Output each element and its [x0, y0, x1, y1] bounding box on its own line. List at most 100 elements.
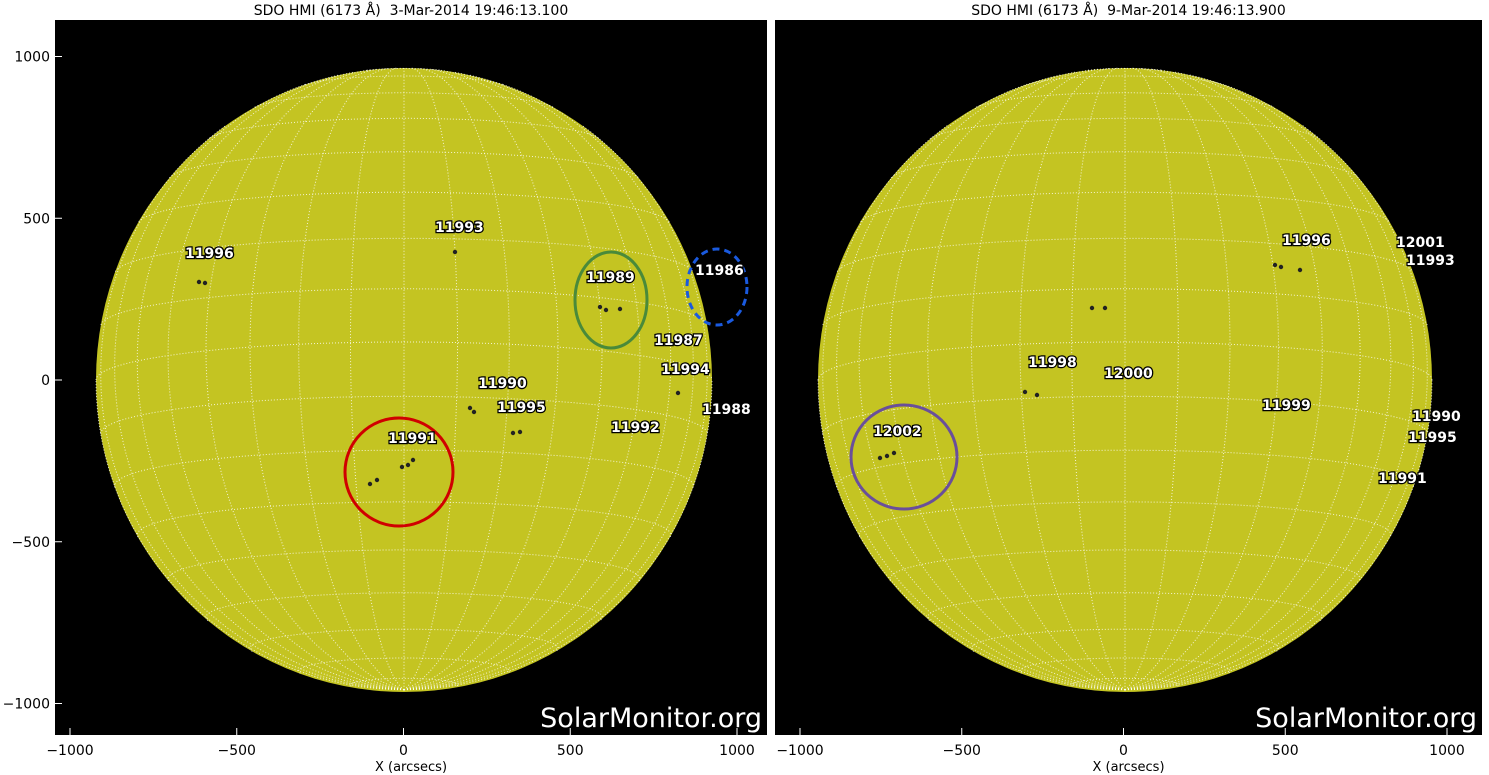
- grid-line: [254, 92, 554, 108]
- sunspot: [675, 390, 681, 396]
- grid-line: [403, 125, 708, 691]
- grid-line: [1087, 67, 1163, 71]
- highlight-circle: [849, 403, 959, 511]
- grid-line: [889, 71, 1126, 691]
- grid-line: [858, 74, 1126, 691]
- region-label: 11989: [586, 270, 635, 286]
- grid-line: [1019, 657, 1231, 674]
- panel-title: SDO HMI (6173 Å) 9-Mar-2014 19:46:13.900: [971, 2, 1285, 19]
- grid-line: [114, 449, 694, 488]
- x-tick-label: −500: [218, 743, 256, 759]
- y-tick-label: −1000: [3, 697, 50, 713]
- sunspot: [196, 279, 202, 285]
- x-axis-label: X (arcsecs): [1092, 760, 1164, 775]
- sunspot: [1089, 305, 1095, 311]
- sunspot: [884, 453, 890, 459]
- grid-line: [1124, 69, 1323, 691]
- region-label: 12002: [873, 424, 922, 440]
- x-tick-label: 500: [1272, 743, 1299, 759]
- region-label: 11996: [185, 246, 234, 262]
- grid-line: [304, 75, 504, 86]
- sunspot: [517, 429, 523, 435]
- region-label: 11999: [1262, 398, 1311, 414]
- grid-line: [298, 657, 510, 674]
- grid-line: [205, 592, 603, 621]
- grid-line: [822, 288, 1428, 326]
- grid-line: [1124, 74, 1392, 691]
- grid-line: [1026, 75, 1224, 86]
- region-label: 11996: [1282, 233, 1331, 249]
- x-tick-label: 0: [1119, 743, 1128, 759]
- y-tick-label: 0: [41, 373, 50, 389]
- watermark: SolarMonitor.org: [540, 703, 762, 734]
- x-tick-label: 500: [557, 743, 584, 759]
- sunspot: [1272, 262, 1278, 268]
- grid-line: [822, 395, 1428, 434]
- sunspot: [374, 477, 380, 483]
- grid-line: [100, 125, 405, 691]
- x-tick-label: −500: [943, 743, 981, 759]
- sunspot: [891, 450, 897, 456]
- region-label: 11991: [1378, 471, 1427, 487]
- grid-line: [1124, 84, 1415, 691]
- x-tick-label: 1000: [719, 743, 755, 759]
- region-label: 11998: [1028, 355, 1077, 371]
- grid-line: [1124, 71, 1361, 691]
- sunspot: [452, 249, 458, 255]
- x-axis-label: X (arcsecs): [375, 760, 447, 775]
- grid-line: [350, 677, 458, 687]
- grid-line: [136, 501, 672, 538]
- region-label: 11995: [497, 400, 546, 416]
- grid-line: [205, 69, 405, 691]
- sunspot: [617, 306, 623, 312]
- grid-line: [100, 288, 708, 326]
- region-label: 11991: [388, 431, 437, 447]
- grid-line: [860, 191, 1390, 223]
- sunspot: [1022, 389, 1028, 395]
- y-tick-label: 500: [23, 211, 50, 227]
- sunspot: [510, 430, 516, 436]
- sunspot: [399, 464, 405, 470]
- region-label: 11995: [1408, 430, 1457, 446]
- y-tick-label: 1000: [14, 50, 50, 66]
- grid-line: [1071, 67, 1126, 691]
- grid-line: [114, 84, 405, 691]
- region-label: 11992: [611, 420, 660, 436]
- grid-line: [822, 125, 1126, 691]
- grid-line: [927, 69, 1126, 691]
- x-tick-label: −1000: [46, 743, 93, 759]
- sunspot: [405, 462, 411, 468]
- highlight-circle: [685, 247, 749, 327]
- sunspot: [1278, 264, 1284, 270]
- grid-line: [1124, 67, 1179, 691]
- highlight-circle: [343, 416, 455, 528]
- grid-line: [100, 395, 708, 434]
- grid-line: [403, 68, 559, 691]
- region-label: 11988: [702, 402, 751, 418]
- sunspot: [877, 455, 883, 461]
- region-label: 11994: [661, 362, 710, 378]
- grid-line: [403, 84, 694, 691]
- grid-line: [1124, 125, 1428, 691]
- sunspot: [410, 457, 416, 463]
- y-tick-label: −500: [12, 535, 50, 551]
- grid-line: [366, 67, 442, 71]
- sunspot: [597, 304, 603, 310]
- grid-line: [403, 69, 603, 691]
- sunspot: [202, 280, 208, 286]
- grid-line: [249, 68, 405, 691]
- sunspot: [1034, 392, 1040, 398]
- grid-line: [114, 237, 694, 272]
- region-label: 11993: [1406, 253, 1455, 269]
- region-label: 11990: [1412, 409, 1461, 425]
- highlight-circle: [573, 250, 649, 350]
- grid-line: [975, 92, 1275, 108]
- grid-line: [835, 84, 1126, 691]
- grid-line: [167, 549, 641, 582]
- grid-line: [350, 67, 405, 691]
- sunspot: [1102, 305, 1108, 311]
- x-tick-label: 0: [399, 743, 408, 759]
- region-label: 11990: [478, 376, 527, 392]
- grid-line: [403, 67, 458, 691]
